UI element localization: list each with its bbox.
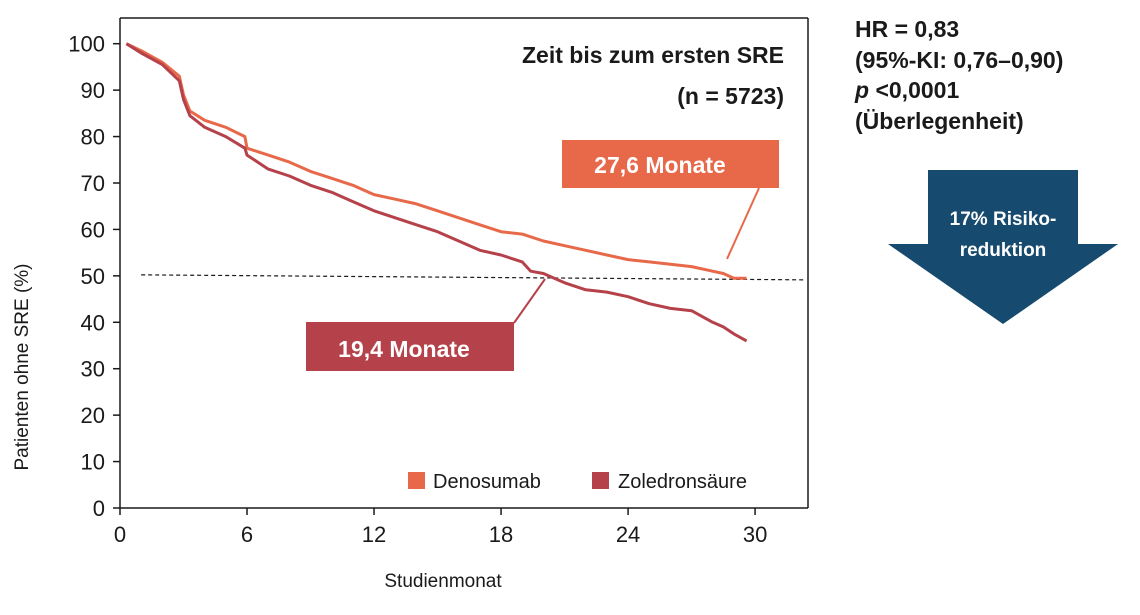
y-tick-label: 90 — [81, 78, 105, 103]
risk-reduction-line2: reduktion — [960, 240, 1047, 261]
y-tick-label: 30 — [81, 357, 105, 382]
x-tick-label: 24 — [616, 522, 640, 547]
y-tick-label: 70 — [81, 171, 105, 196]
legend-label-denosumab: Denosumab — [433, 471, 541, 493]
series-line-denosumab — [125, 42, 747, 280]
y-tick-label: 40 — [81, 310, 105, 335]
risk-reduction-arrow-icon — [888, 170, 1118, 324]
callout-box-zoledron — [306, 322, 514, 371]
confidence-interval: (95%-KI: 0,76–0,90) — [855, 46, 1064, 73]
y-tick-label: 100 — [68, 32, 105, 57]
chart-title: Zeit bis zum ersten SRE — [522, 42, 784, 68]
y-tick-label: 0 — [93, 496, 105, 521]
legend-label-zoledronsaeure: Zoledronsäure — [618, 471, 747, 493]
statistics-panel: HR = 0,83 (95%-KI: 0,76–0,90) p <0,0001 … — [855, 14, 1063, 136]
callout-box-denosumab — [562, 140, 779, 188]
legend: Denosumab Zoledronsäure — [408, 471, 747, 493]
y-tick-label: 60 — [81, 217, 105, 242]
series-line-zoledronsaeure — [125, 42, 748, 343]
p-value-line: p <0,0001 — [855, 75, 1063, 106]
legend-swatch-denosumab — [408, 472, 425, 489]
callout-leader-zoledron — [513, 278, 546, 324]
series-group — [125, 42, 748, 343]
chart-subtitle: (n = 5723) — [677, 83, 784, 109]
x-tick-label: 30 — [743, 522, 767, 547]
callout-zoledron-label: 19,4 Monate — [338, 336, 470, 362]
y-tick-label: 50 — [81, 264, 105, 289]
x-ticks: 0 6 12 18 24 30 — [114, 508, 767, 547]
legend-swatch-zoledronsaeure — [592, 472, 609, 489]
callout-denosumab-label: 27,6 Monate — [594, 152, 726, 178]
hazard-ratio: HR = 0,83 — [855, 16, 960, 42]
y-tick-label: 10 — [81, 450, 105, 475]
x-tick-label: 18 — [489, 522, 513, 547]
p-value-symbol: p — [855, 77, 870, 103]
x-tick-label: 12 — [362, 522, 386, 547]
p-value: <0,0001 — [869, 77, 960, 103]
x-axis-title: Studienmonat — [384, 571, 502, 592]
y-ticks: 0 10 20 30 40 50 60 70 80 90 100 — [68, 32, 120, 521]
y-tick-label: 80 — [81, 125, 105, 150]
superiority-note: (Überlegenheit) — [855, 107, 1024, 134]
axes — [119, 17, 809, 509]
median-reference-line — [141, 274, 804, 281]
y-axis-title: Patienten ohne SRE (%) — [12, 263, 33, 470]
risk-reduction-line1: 17% Risiko- — [950, 209, 1057, 230]
y-tick-label: 20 — [81, 403, 105, 428]
x-tick-label: 6 — [241, 522, 253, 547]
x-tick-label: 0 — [114, 522, 126, 547]
callout-leader-denosumab — [726, 187, 760, 260]
